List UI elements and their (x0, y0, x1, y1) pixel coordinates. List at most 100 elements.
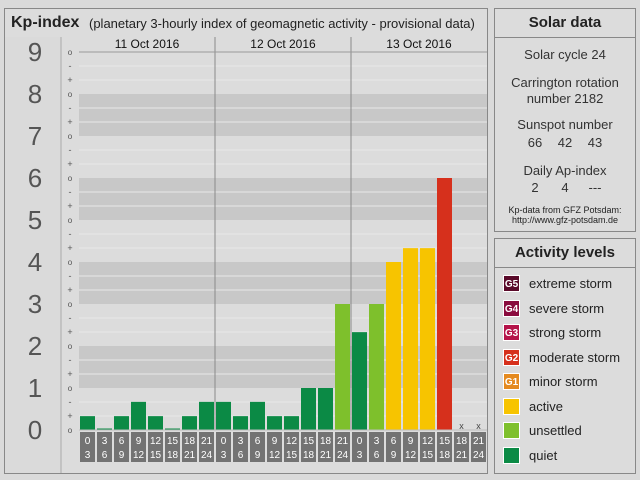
interval-end: 6 (374, 450, 380, 461)
interval-box (216, 432, 231, 462)
kp-bar (352, 332, 367, 430)
interval-start: 21 (473, 436, 485, 447)
kp-major-label: 9 (28, 37, 42, 67)
interval-box (131, 432, 146, 462)
kp-bar (97, 428, 112, 430)
interval-end: 12 (133, 450, 145, 461)
interval-end: 15 (150, 450, 162, 461)
kp-minor-label: - (69, 271, 72, 281)
legend-swatch: G1 (503, 373, 520, 390)
interval-end: 9 (391, 450, 397, 461)
interval-start: 9 (408, 436, 414, 447)
legend-label: quiet (529, 447, 558, 463)
kp-major-label: 8 (28, 79, 42, 109)
legend-label: active (529, 398, 563, 414)
interval-end: 12 (405, 450, 417, 461)
interval-start: 6 (119, 436, 125, 447)
kp-minor-label: o (68, 384, 73, 393)
interval-start: 0 (85, 436, 91, 447)
interval-end: 6 (102, 450, 108, 461)
interval-start: 12 (422, 436, 434, 447)
interval-start: 9 (136, 436, 142, 447)
kp-minor-label: + (67, 159, 72, 169)
kp-bar (80, 416, 95, 430)
interval-box (80, 432, 95, 462)
interval-end: 24 (201, 450, 213, 461)
kp-minor-label: o (68, 90, 73, 99)
day-label: 11 Oct 2016 (115, 37, 180, 51)
interval-end: 3 (85, 450, 91, 461)
interval-end: 21 (456, 450, 468, 461)
kp-bar (369, 304, 384, 430)
interval-start: 21 (201, 436, 213, 447)
activity-levels-title: Activity levels (495, 239, 635, 268)
interval-box (199, 432, 214, 462)
kp-bar (199, 401, 214, 430)
interval-box (182, 432, 197, 462)
kp-minor-label: - (69, 103, 72, 113)
kp-band (79, 52, 487, 94)
legend-swatch: G4 (503, 299, 520, 317)
kp-bar (403, 248, 418, 430)
legend-swatch: G3 (503, 324, 520, 341)
credit-link[interactable]: http://www.gfz-potsdam.de (511, 215, 619, 225)
kp-major-label: 0 (28, 415, 42, 445)
ap-value: 4 (561, 180, 569, 195)
kp-minor-label: + (67, 75, 72, 85)
interval-start: 3 (238, 436, 244, 447)
interval-start: 18 (184, 436, 196, 447)
interval-box (318, 432, 333, 462)
kp-band (79, 220, 487, 262)
interval-end: 12 (269, 450, 281, 461)
interval-box (454, 432, 469, 462)
sunspot-values: 66 42 43 (495, 135, 635, 150)
interval-box (97, 432, 112, 462)
interval-end: 21 (184, 450, 196, 461)
kp-bar (216, 401, 231, 430)
ap-value: --- (588, 180, 602, 195)
kp-bar (318, 388, 333, 430)
interval-box (114, 432, 129, 462)
legend-swatch: G5 (503, 275, 520, 292)
interval-start: 6 (391, 436, 397, 447)
interval-start: 12 (150, 436, 162, 447)
interval-start: 0 (357, 436, 363, 447)
ap-value: 2 (531, 180, 539, 195)
carrington-line2: number 2182 (526, 91, 604, 106)
interval-box (284, 432, 299, 462)
legend-label: minor storm (529, 374, 598, 389)
kp-bar (284, 416, 299, 430)
interval-end: 15 (422, 450, 434, 461)
legend-label: severe storm (529, 300, 605, 316)
kp-minor-label: + (67, 411, 72, 421)
sunspot-value: 43 (587, 135, 603, 150)
interval-start: 0 (221, 436, 227, 447)
kp-major-label: 7 (28, 121, 42, 151)
legend-swatch (503, 422, 520, 439)
interval-end: 18 (303, 450, 315, 461)
interval-end: 3 (357, 450, 363, 461)
kp-subtitle: (planetary 3-hourly index of geomagnetic… (89, 16, 475, 31)
kp-bar (267, 416, 282, 430)
kp-minor-label: - (69, 313, 72, 323)
interval-box (386, 432, 401, 462)
interval-start: 15 (439, 436, 451, 447)
carrington-line1: Carrington rotation (511, 75, 619, 90)
sunspot-value: 66 (527, 135, 543, 150)
interval-start: 3 (374, 436, 380, 447)
legend-label: strong storm (529, 325, 602, 340)
sunspot-label: Sunspot number (517, 117, 613, 132)
kp-band (79, 136, 487, 178)
missing-marker: x (476, 421, 481, 431)
interval-end: 9 (119, 450, 125, 461)
interval-end: 24 (473, 450, 485, 461)
interval-start: 18 (456, 436, 468, 447)
kp-bar (114, 416, 129, 430)
kp-minor-label: - (69, 187, 72, 197)
interval-end: 3 (221, 450, 227, 461)
kp-bar (420, 248, 435, 430)
interval-box (369, 432, 384, 462)
kp-minor-label: o (68, 132, 73, 141)
kp-bar (233, 416, 248, 430)
legend-swatch (503, 397, 520, 415)
